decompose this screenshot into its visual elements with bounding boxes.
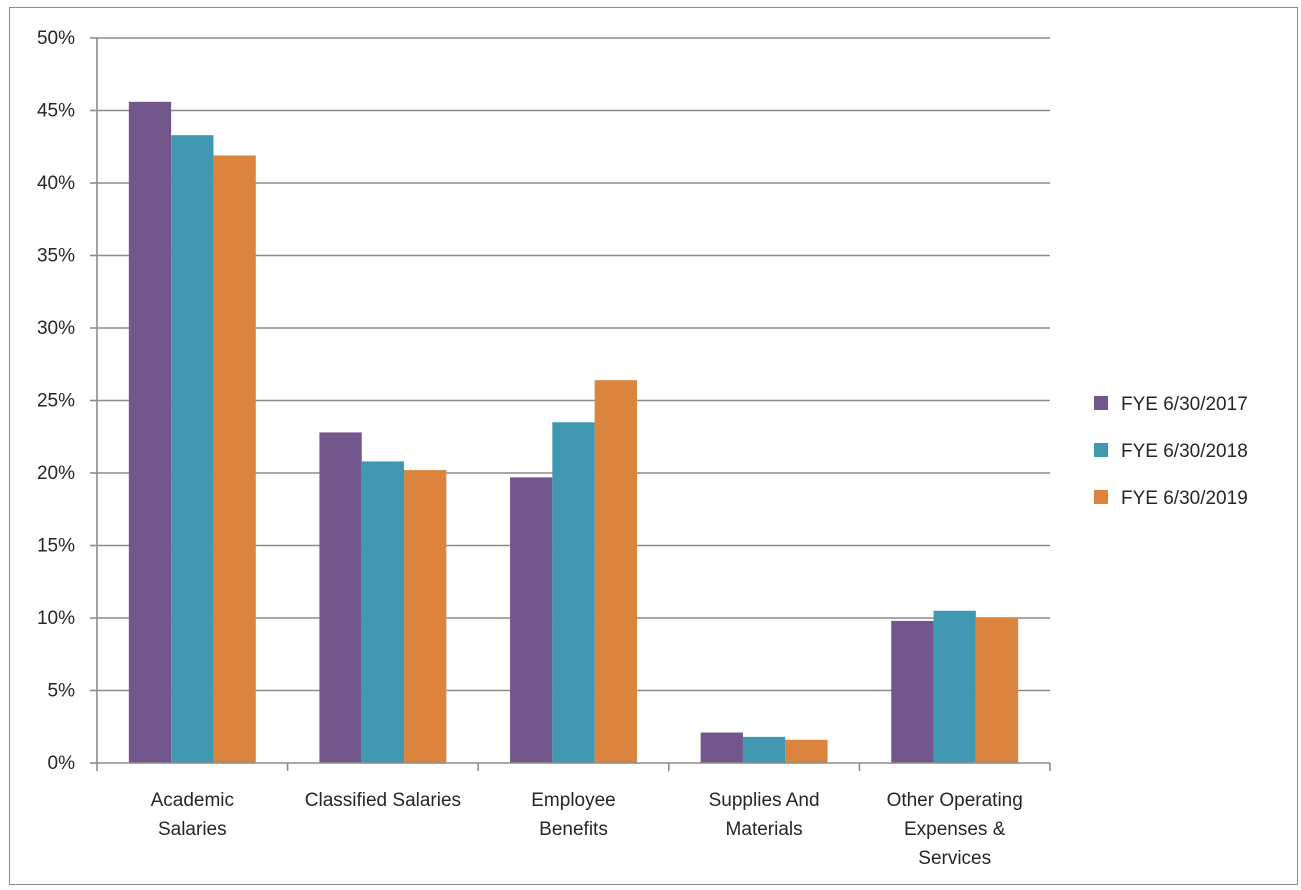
y-tick-label: 35%: [37, 246, 75, 267]
x-category-label: Academic Salaries: [151, 790, 234, 840]
y-tick-label: 50%: [37, 28, 75, 49]
x-category-label-line: Other Operating: [887, 790, 1023, 811]
y-axis-tick-labels: 0% 5% 10% 15% 20% 25% 30% 35% 40% 45% 50%: [37, 28, 75, 774]
x-category-label-line: Materials: [726, 819, 803, 840]
y-tick-label: 25%: [37, 391, 75, 412]
bar: [552, 422, 595, 763]
y-tick-label: 15%: [37, 536, 75, 557]
legend: FYE 6/30/2017 FYE 6/30/2018 FYE 6/30/2019: [1094, 394, 1248, 509]
x-category-label-line: Supplies And: [709, 790, 820, 811]
y-tick-label: 45%: [37, 101, 75, 122]
x-category-label-line: Salaries: [158, 819, 227, 840]
bar: [404, 470, 447, 763]
legend-label: FYE 6/30/2018: [1121, 441, 1248, 462]
bar: [171, 135, 214, 763]
x-category-label: Supplies And Materials: [709, 790, 820, 840]
x-category-label-line: Employee: [531, 790, 616, 811]
bar: [361, 461, 405, 763]
x-category-label-line: Benefits: [539, 819, 608, 840]
y-tick-label: 10%: [37, 608, 75, 629]
y-tick-label: 20%: [37, 463, 75, 484]
bar: [319, 432, 362, 763]
bar: [128, 101, 172, 764]
y-tick-label: 5%: [48, 681, 76, 702]
bar: [594, 380, 637, 763]
bar: [700, 732, 743, 763]
legend-swatch: [1094, 443, 1108, 457]
y-tick-label: 0%: [48, 753, 76, 774]
bar: [785, 739, 828, 763]
x-category-label: Other Operating Expenses & Services: [887, 790, 1023, 869]
x-category-label-line: Services: [918, 848, 991, 869]
bars: [128, 101, 1019, 764]
bar: [891, 620, 934, 763]
y-tick-label: 40%: [37, 173, 75, 194]
gridlines: [90, 37, 1050, 764]
x-category-label-line: Classified Salaries: [305, 790, 461, 811]
x-category-label-line: Academic: [151, 790, 234, 811]
x-axis: [96, 38, 1051, 771]
legend-swatch: [1094, 396, 1108, 410]
bar: [933, 610, 976, 763]
y-tick-label: 30%: [37, 318, 75, 339]
x-category-label: Employee Benefits: [531, 790, 616, 840]
bar: [742, 736, 786, 763]
x-axis-category-labels: Academic Salaries Classified Salaries Emplo…: [151, 790, 1023, 869]
legend-label: FYE 6/30/2019: [1121, 488, 1248, 509]
bar: [975, 618, 1019, 763]
x-category-label-line: Expenses &: [904, 819, 1006, 840]
bar: [213, 155, 256, 763]
bar: [510, 477, 553, 763]
x-category-label: Classified Salaries: [305, 790, 461, 811]
legend-label: FYE 6/30/2017: [1121, 394, 1248, 415]
legend-swatch: [1094, 490, 1108, 504]
